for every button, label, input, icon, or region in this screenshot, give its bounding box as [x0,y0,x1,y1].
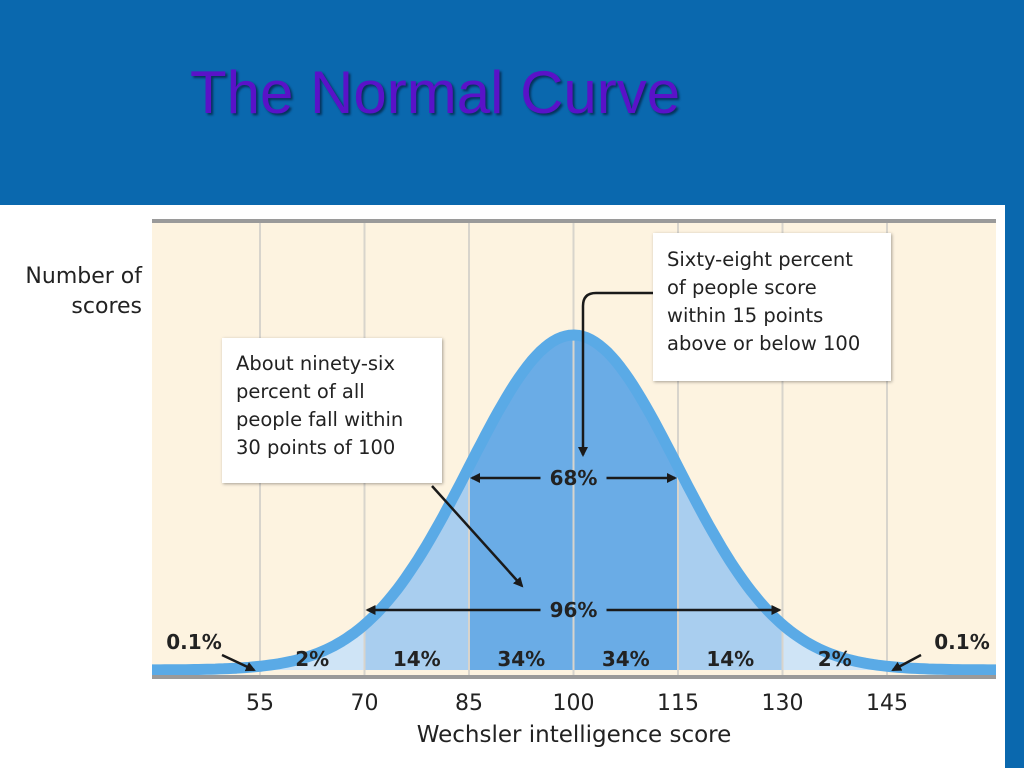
tail-label-right: 0.1% [934,630,989,654]
range-label-0: 68% [550,466,598,490]
callout-ninety-six: About ninety-six percent of all people f… [222,338,442,483]
tail-arrow-right [891,653,922,672]
pointer-sixty-eight [578,291,655,457]
x-tick-label-85: 85 [455,691,483,716]
slide-title: The Normal Curve [190,59,681,126]
tail-arrow-left [221,653,256,672]
x-tick-label-55: 55 [246,691,274,716]
segment-area-5 [782,624,887,670]
x-tick-labels: 55 70 85 100 115 130 145 [246,691,908,716]
normal-curve-line [150,329,998,676]
segment-area-0 [260,624,365,670]
tail-label-left: 0.1% [166,630,221,654]
x-tick-label-100: 100 [553,691,595,716]
segment-labels: 2% 14% 34% 34% 14% 2% [295,647,851,671]
plot-frame [152,219,996,679]
callout-pointers [431,291,655,588]
pointer-ninety-six [431,485,524,588]
x-axis-label: Wechsler intelligence score [416,722,732,748]
range-markers: 68% 96% [365,466,782,622]
x-tick-label-115: 115 [657,691,699,716]
x-tick-label-70: 70 [351,691,379,716]
segment-label-3: 34% [602,647,650,671]
range-label-1: 96% [550,598,598,622]
tail-markers: 0.1% 0.1% [166,630,990,672]
y-axis-label: Number of scores [25,264,142,319]
segment-label-2: 34% [497,647,545,671]
x-tick-label-145: 145 [866,691,908,716]
segment-label-0: 2% [295,647,329,671]
segment-label-1: 14% [393,647,441,671]
callout-sixty-eight: Sixty-eight percent of people score with… [653,233,891,381]
chart-figure: 55 70 85 100 115 130 145 2% 14% 34% 34% 14% 2% 68% 9… [0,205,1005,768]
x-tick-label-130: 130 [762,691,804,716]
segment-label-5: 2% [818,647,852,671]
segment-label-4: 14% [706,647,754,671]
